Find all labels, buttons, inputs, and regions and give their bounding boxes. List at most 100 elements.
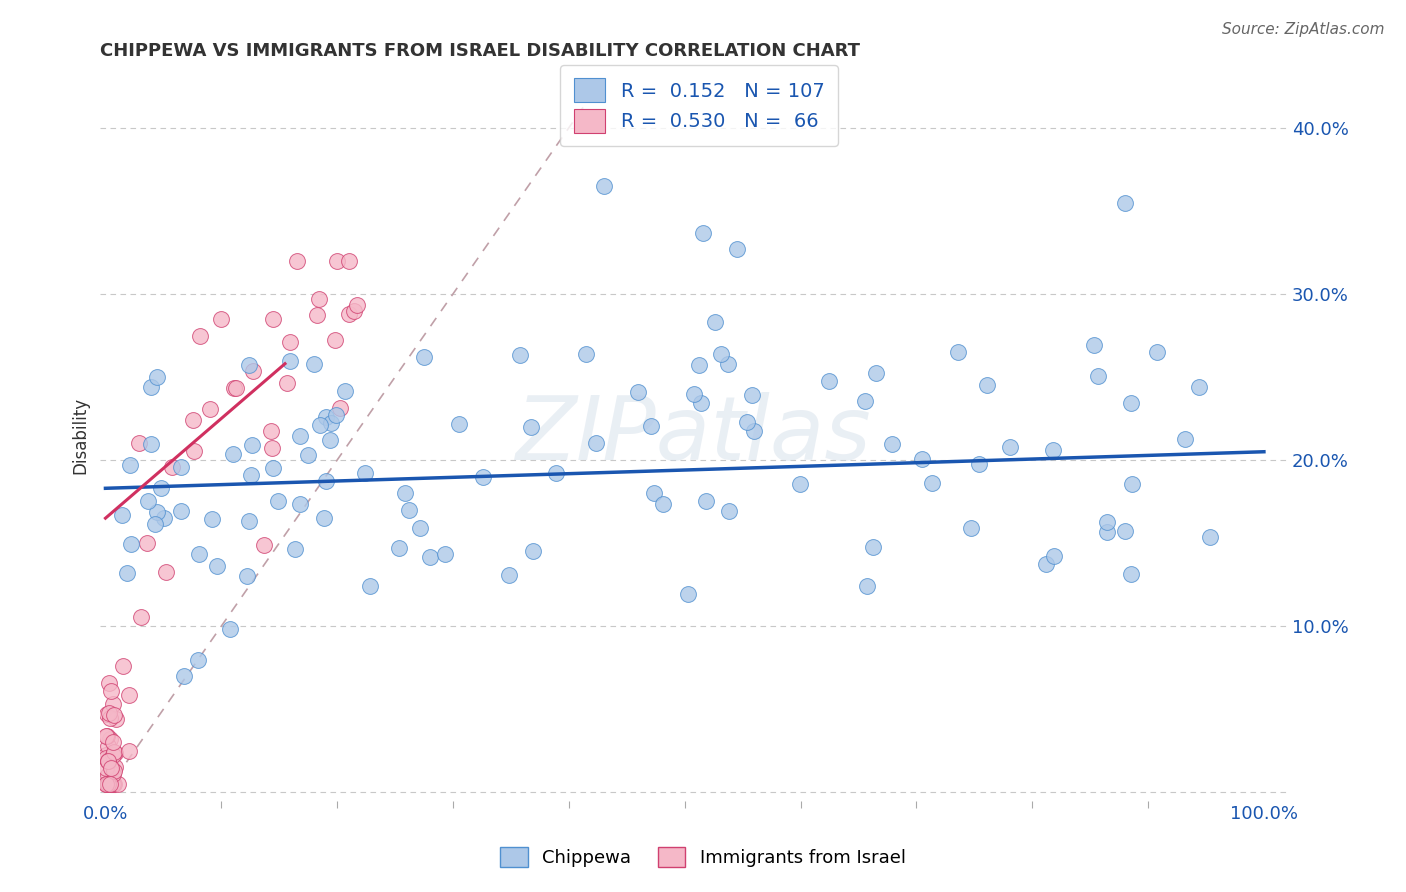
- Point: [262, 441, 284, 455]
- Point: [207, 559, 229, 574]
- Point: [1199, 530, 1222, 544]
- Point: [280, 334, 302, 349]
- Point: [97, 767, 120, 781]
- Point: [742, 424, 765, 438]
- Point: [136, 494, 159, 508]
- Point: [519, 420, 541, 434]
- Point: [146, 505, 169, 519]
- Point: [449, 417, 471, 431]
- Point: [188, 547, 211, 561]
- Point: [98, 732, 121, 747]
- Text: Source: ZipAtlas.com: Source: ZipAtlas.com: [1222, 22, 1385, 37]
- Point: [394, 485, 416, 500]
- Point: [359, 578, 381, 592]
- Point: [96, 761, 118, 775]
- Point: [105, 712, 128, 726]
- Point: [412, 350, 434, 364]
- Point: [297, 448, 319, 462]
- Point: [238, 358, 260, 372]
- Point: [1121, 395, 1143, 409]
- Point: [103, 777, 125, 791]
- Point: [262, 311, 284, 326]
- Point: [1121, 567, 1143, 582]
- Point: [103, 735, 125, 749]
- Point: [689, 395, 711, 409]
- Point: [107, 777, 129, 791]
- Point: [1174, 432, 1197, 446]
- Point: [818, 374, 841, 388]
- Point: [862, 540, 884, 554]
- Point: [188, 328, 211, 343]
- Point: [1083, 338, 1105, 352]
- Point: [219, 622, 242, 636]
- Point: [101, 777, 124, 791]
- Point: [575, 346, 598, 360]
- Point: [683, 387, 706, 401]
- Point: [101, 767, 124, 781]
- Point: [509, 348, 531, 362]
- Point: [676, 587, 699, 601]
- Point: [346, 298, 368, 312]
- Point: [276, 376, 298, 390]
- Point: [96, 729, 118, 743]
- Point: [710, 347, 733, 361]
- Point: [419, 550, 441, 565]
- Point: [302, 357, 325, 371]
- Point: [1087, 368, 1109, 383]
- Point: [149, 481, 172, 495]
- Point: [239, 467, 262, 482]
- Point: [96, 706, 118, 721]
- Point: [695, 494, 717, 508]
- Point: [388, 541, 411, 556]
- Point: [285, 253, 308, 268]
- Point: [97, 777, 120, 791]
- Point: [716, 357, 738, 371]
- Point: [96, 748, 118, 763]
- Point: [224, 381, 246, 395]
- Point: [160, 459, 183, 474]
- Point: [183, 444, 205, 458]
- Point: [343, 304, 366, 318]
- Point: [103, 764, 125, 779]
- Point: [155, 565, 177, 579]
- Point: [921, 475, 943, 490]
- Point: [354, 467, 377, 481]
- Point: [735, 415, 758, 429]
- Point: [309, 418, 332, 433]
- Point: [592, 178, 614, 193]
- Text: ZIPatlas: ZIPatlas: [516, 392, 872, 478]
- Point: [98, 777, 121, 791]
- Point: [290, 497, 312, 511]
- Point: [1146, 345, 1168, 359]
- Point: [97, 739, 120, 753]
- Point: [409, 521, 432, 535]
- Y-axis label: Disability: Disability: [72, 397, 89, 474]
- Point: [703, 315, 725, 329]
- Point: [97, 754, 120, 768]
- Point: [101, 777, 124, 791]
- Point: [522, 544, 544, 558]
- Point: [129, 610, 152, 624]
- Point: [117, 688, 139, 702]
- Point: [236, 569, 259, 583]
- Point: [209, 311, 232, 326]
- Point: [948, 344, 970, 359]
- Point: [789, 477, 811, 491]
- Point: [152, 511, 174, 525]
- Point: [318, 433, 340, 447]
- Point: [101, 698, 124, 712]
- Point: [546, 467, 568, 481]
- Point: [314, 510, 336, 524]
- Point: [240, 437, 263, 451]
- Point: [472, 470, 495, 484]
- Point: [1114, 524, 1136, 538]
- Point: [187, 653, 209, 667]
- Point: [1042, 443, 1064, 458]
- Point: [882, 437, 904, 451]
- Point: [135, 535, 157, 549]
- Point: [307, 308, 329, 322]
- Point: [97, 676, 120, 690]
- Point: [97, 754, 120, 768]
- Point: [94, 751, 117, 765]
- Point: [242, 364, 264, 378]
